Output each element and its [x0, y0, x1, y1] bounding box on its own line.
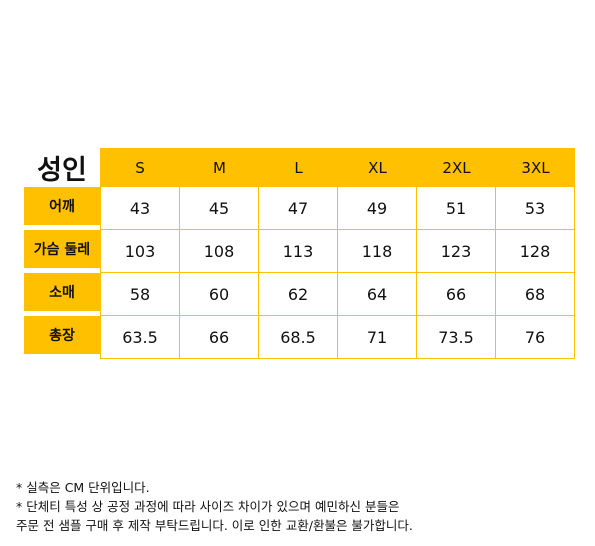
table-cell: 68.5: [259, 316, 338, 359]
note-line-policy: 주문 전 샘플 구매 후 제작 부탁드립니다. 이로 인한 교환/환불은 불가합…: [16, 518, 413, 533]
table-cell: 43: [100, 187, 180, 230]
table-cell: 103: [100, 230, 180, 273]
size-header-2xl: 2XL: [417, 148, 496, 187]
table-cell: 123: [417, 230, 496, 273]
row-label-length: 총장: [24, 316, 100, 359]
size-notes: * 실측은 CM 단위입니다. * 단체티 특성 상 공정 과정에 따라 사이즈…: [16, 478, 413, 535]
table-cell: 49: [338, 187, 417, 230]
table-cell: 128: [496, 230, 575, 273]
row-label-shoulder: 어깨: [24, 187, 100, 230]
table-cell: 108: [180, 230, 259, 273]
table-row: 소매 58 60 62 64 66 68: [24, 273, 575, 316]
size-header-row: 성인 S M L XL 2XL 3XL: [24, 148, 575, 187]
size-header-3xl: 3XL: [496, 148, 575, 187]
table-cell: 45: [180, 187, 259, 230]
table-cell: 113: [259, 230, 338, 273]
table-cell: 73.5: [417, 316, 496, 359]
row-label-chest: 가슴 둘레: [24, 230, 100, 273]
table-cell: 68: [496, 273, 575, 316]
table-cell: 76: [496, 316, 575, 359]
size-chart-table: 성인 S M L XL 2XL 3XL 어깨 43 45 47 49 51 53…: [24, 148, 575, 359]
size-header-m: M: [180, 148, 259, 187]
table-row: 어깨 43 45 47 49 51 53: [24, 187, 575, 230]
table-cell: 118: [338, 230, 417, 273]
table-cell: 71: [338, 316, 417, 359]
table-cell: 60: [180, 273, 259, 316]
table-cell: 63.5: [100, 316, 180, 359]
size-header-s: S: [100, 148, 180, 187]
table-cell: 53: [496, 187, 575, 230]
table-cell: 62: [259, 273, 338, 316]
table-cell: 58: [100, 273, 180, 316]
size-header-xl: XL: [338, 148, 417, 187]
table-cell: 47: [259, 187, 338, 230]
table-cell: 64: [338, 273, 417, 316]
table-cell: 66: [180, 316, 259, 359]
table-row: 총장 63.5 66 68.5 71 73.5 76: [24, 316, 575, 359]
row-label-sleeve: 소매: [24, 273, 100, 316]
table-cell: 66: [417, 273, 496, 316]
table-cell: 51: [417, 187, 496, 230]
size-header-l: L: [259, 148, 338, 187]
table-title: 성인: [24, 148, 100, 187]
note-line-variance: * 단체티 특성 상 공정 과정에 따라 사이즈 차이가 있으며 예민하신 분들…: [16, 499, 400, 514]
note-line-unit: * 실측은 CM 단위입니다.: [16, 480, 150, 495]
table-row: 가슴 둘레 103 108 113 118 123 128: [24, 230, 575, 273]
